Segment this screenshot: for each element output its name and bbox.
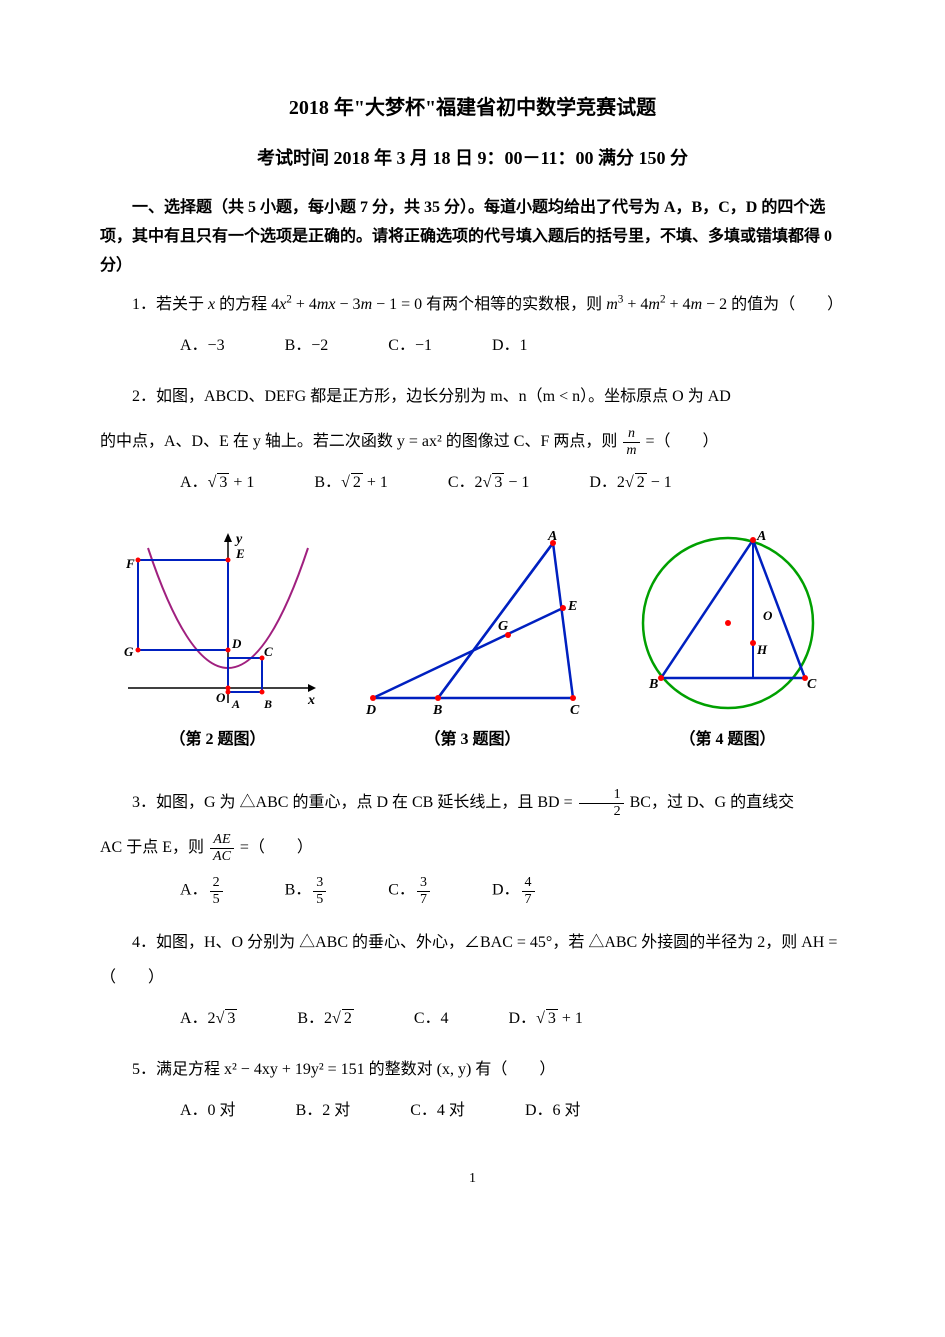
figure-2: y E F G D C O A B x （第 2 题图） bbox=[100, 528, 335, 755]
question-4: 4．如图，H、O 分别为 △ABC 的垂心、外心，∠BAC = 45°，若 △A… bbox=[100, 925, 845, 995]
q1-text: 1．若关于 bbox=[132, 296, 208, 313]
svg-text:E: E bbox=[567, 599, 577, 614]
q4-opt-d: D．3 + 1 bbox=[509, 1005, 583, 1034]
svg-text:B: B bbox=[648, 677, 658, 692]
svg-text:A: A bbox=[756, 529, 766, 544]
svg-text:D: D bbox=[231, 636, 242, 651]
q4-opt-a: A．23 bbox=[180, 1005, 237, 1034]
q2-opt-d: D．22 − 1 bbox=[589, 469, 671, 498]
figure-4-caption: （第 4 题图） bbox=[610, 726, 845, 755]
svg-text:A: A bbox=[231, 697, 240, 711]
q3-frac-2: AE AC bbox=[210, 832, 234, 864]
svg-text:C: C bbox=[570, 703, 580, 718]
svg-text:O: O bbox=[763, 608, 773, 623]
figure-4-svg: A B C O H bbox=[633, 528, 823, 718]
q4-opt-b: B．22 bbox=[297, 1005, 353, 1034]
svg-text:E: E bbox=[235, 546, 245, 561]
q2-fraction: n m bbox=[623, 426, 639, 458]
q1-options: A．−3 B．−2 C．−1 D．1 bbox=[100, 332, 845, 361]
svg-text:H: H bbox=[756, 642, 768, 657]
figure-2-svg: y E F G D C O A B x bbox=[118, 528, 318, 718]
q1-opt-a: A．−3 bbox=[180, 332, 225, 361]
q5-opt-c: C．4 对 bbox=[410, 1097, 465, 1126]
figure-4: A B C O H （第 4 题图） bbox=[610, 528, 845, 755]
q3-opt-b: B．35 bbox=[285, 875, 329, 907]
q1-opt-c: C．−1 bbox=[388, 332, 432, 361]
figure-3-caption: （第 3 题图） bbox=[355, 726, 590, 755]
exam-title: 2018 年"大梦杯"福建省初中数学竞赛试题 bbox=[100, 90, 845, 126]
svg-text:D: D bbox=[365, 703, 376, 718]
q5-opt-b: B．2 对 bbox=[296, 1097, 351, 1126]
q3-options: A．25 B．35 C．37 D．47 bbox=[100, 875, 845, 907]
q2-opt-b: B．2 + 1 bbox=[314, 469, 388, 498]
q2-opt-c: C．23 − 1 bbox=[448, 469, 530, 498]
svg-text:G: G bbox=[124, 644, 134, 659]
svg-text:x: x bbox=[307, 693, 315, 708]
q3-opt-d: D．47 bbox=[492, 875, 537, 907]
q5-opt-d: D．6 对 bbox=[525, 1097, 581, 1126]
question-1: 1．若关于 x 的方程 4x2 + 4mx − 3m − 1 = 0 有两个相等… bbox=[100, 287, 845, 322]
q5-opt-a: A．0 对 bbox=[180, 1097, 236, 1126]
q2-opt-a: A．3 + 1 bbox=[180, 469, 254, 498]
question-5: 5．满足方程 x² − 4xy + 19y² = 151 的整数对 (x, y)… bbox=[100, 1052, 845, 1087]
question-3-line2: AC 于点 E，则 AE AC =（ ） bbox=[100, 830, 845, 865]
exam-subtitle: 考试时间 2018 年 3 月 18 日 9：00－11：00 满分 150 分 bbox=[100, 142, 845, 174]
question-3: 3．如图，G 为 △ABC 的重心，点 D 在 CB 延长线上，且 BD = 1… bbox=[100, 785, 845, 820]
question-2-line2: 的中点，A、D、E 在 y 轴上。若二次函数 y = ax² 的图像过 C、F … bbox=[100, 424, 845, 459]
svg-text:O: O bbox=[216, 690, 226, 705]
svg-text:G: G bbox=[498, 619, 508, 634]
svg-text:C: C bbox=[807, 677, 817, 692]
svg-text:F: F bbox=[125, 556, 135, 571]
q1-opt-d: D．1 bbox=[492, 332, 528, 361]
q5-options: A．0 对 B．2 对 C．4 对 D．6 对 bbox=[100, 1097, 845, 1126]
q1-opt-b: B．−2 bbox=[285, 332, 329, 361]
svg-text:A: A bbox=[547, 529, 557, 544]
q3-opt-c: C．37 bbox=[388, 875, 432, 907]
svg-text:B: B bbox=[432, 703, 442, 718]
svg-text:C: C bbox=[264, 644, 273, 659]
svg-text:B: B bbox=[263, 697, 272, 711]
q4-options: A．23 B．22 C．4 D．3 + 1 bbox=[100, 1005, 845, 1034]
q3-opt-a: A．25 bbox=[180, 875, 225, 907]
figure-3: A B C D E G （第 3 题图） bbox=[355, 528, 590, 755]
section-1-heading: 一、选择题（共 5 小题，每小题 7 分，共 35 分）。每道小题均给出了代号为… bbox=[100, 194, 845, 280]
q2-options: A．3 + 1 B．2 + 1 C．23 − 1 D．22 − 1 bbox=[100, 469, 845, 498]
page-number: 1 bbox=[100, 1166, 845, 1191]
svg-text:y: y bbox=[234, 532, 243, 547]
figures-row: y E F G D C O A B x （第 2 题图） bbox=[100, 528, 845, 755]
question-2: 2．如图，ABCD、DEFG 都是正方形，边长分别为 m、n（m < n）。坐标… bbox=[100, 379, 845, 414]
q3-frac-1: 1 2 bbox=[579, 787, 624, 819]
figure-3-svg: A B C D E G bbox=[358, 528, 588, 718]
q4-opt-c: C．4 bbox=[414, 1005, 449, 1034]
figure-2-caption: （第 2 题图） bbox=[100, 726, 335, 755]
